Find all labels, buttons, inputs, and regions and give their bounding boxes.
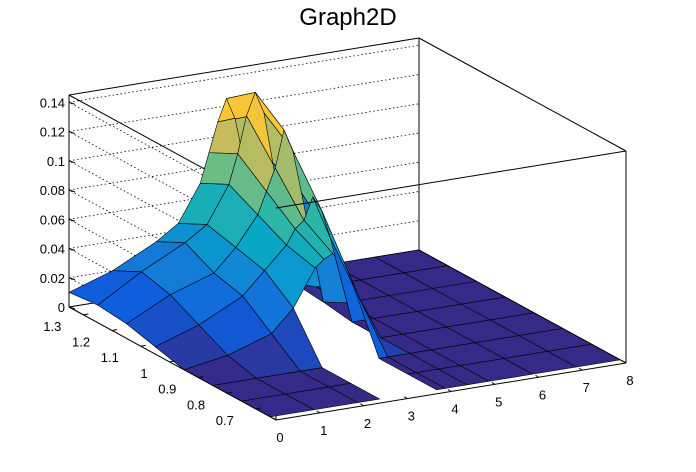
y-tick-label: 0.8 [187,397,205,412]
x-tick-mark [316,410,321,414]
z-tick-mark [68,160,76,164]
z-gridline [67,103,420,275]
y-tick-mark [255,407,261,410]
axis-ticks: 0 1 2 3 4 5 6 7 8 0.7 0.8 0.9 1 1.1 1.2 1.3 0 0.02 0.04 0.0… [40,95,634,445]
right-top-edge [418,37,627,152]
y-tick-mark [227,391,233,394]
x-tick-mark [535,374,539,378]
y-tick-label: 1.1 [101,350,119,365]
y-tick-label: 0.7 [216,413,234,428]
x-tick-label: 5 [495,394,502,409]
z-tick-label: 0.04 [40,242,65,257]
x-tick-label: 1 [320,423,327,438]
z-tick-mark [68,248,76,251]
y-tick-label: 1.2 [72,335,90,350]
z-tick-label: 0.12 [40,125,65,140]
x-tick-label: 3 [408,409,415,424]
z-tick-mark [68,189,76,193]
z-tick-label: 0.14 [40,95,65,110]
x-tick-mark [360,403,364,407]
surface-cell [328,383,380,403]
x-tick-label: 6 [539,387,546,402]
back-top-edge [68,37,420,96]
y-tick-mark [83,313,89,316]
x-tick-mark [272,417,277,421]
front-frame [68,37,627,421]
y-axis-line [68,306,277,421]
y-tick-mark [198,376,204,379]
x-tick-mark [622,360,627,364]
x-tick-label: 0 [276,430,283,445]
z-gridline [67,74,420,245]
y-tick-mark [169,360,175,363]
z-tick-mark [68,101,76,105]
x-tick-mark [578,367,583,371]
x-tick-label: 2 [364,416,371,431]
y-tick-mark [112,329,118,332]
z-tick-label: 0 [58,300,65,315]
z-tick-label: 0.02 [40,271,65,286]
x-tick-mark [491,381,496,385]
z-gridline [67,132,420,304]
y-tick-mark [140,344,146,347]
z-tick-label: 0.06 [40,212,65,227]
x-tick-mark [447,389,452,392]
y-tick-label: 1.3 [43,319,61,334]
x-tick-mark [403,396,408,400]
x-tick-label: 4 [451,402,458,417]
chart-title: Graph2D [299,4,397,31]
y-tick-label: 1 [140,366,147,381]
z-gridline [67,44,420,216]
z-tick-mark [68,306,76,310]
x-tick-label: 8 [626,373,633,388]
front-top-edge [275,150,627,209]
z-tick-label: 0.08 [40,183,65,198]
x-tick-label: 7 [583,380,590,395]
z-tick-mark [68,218,76,222]
z-tick-label: 0.1 [47,154,65,169]
y-tick-label: 0.9 [158,382,176,397]
z-tick-mark [68,277,76,281]
surface-mesh [68,92,621,418]
z-tick-mark [68,131,76,135]
right-floor-edge [418,249,627,364]
